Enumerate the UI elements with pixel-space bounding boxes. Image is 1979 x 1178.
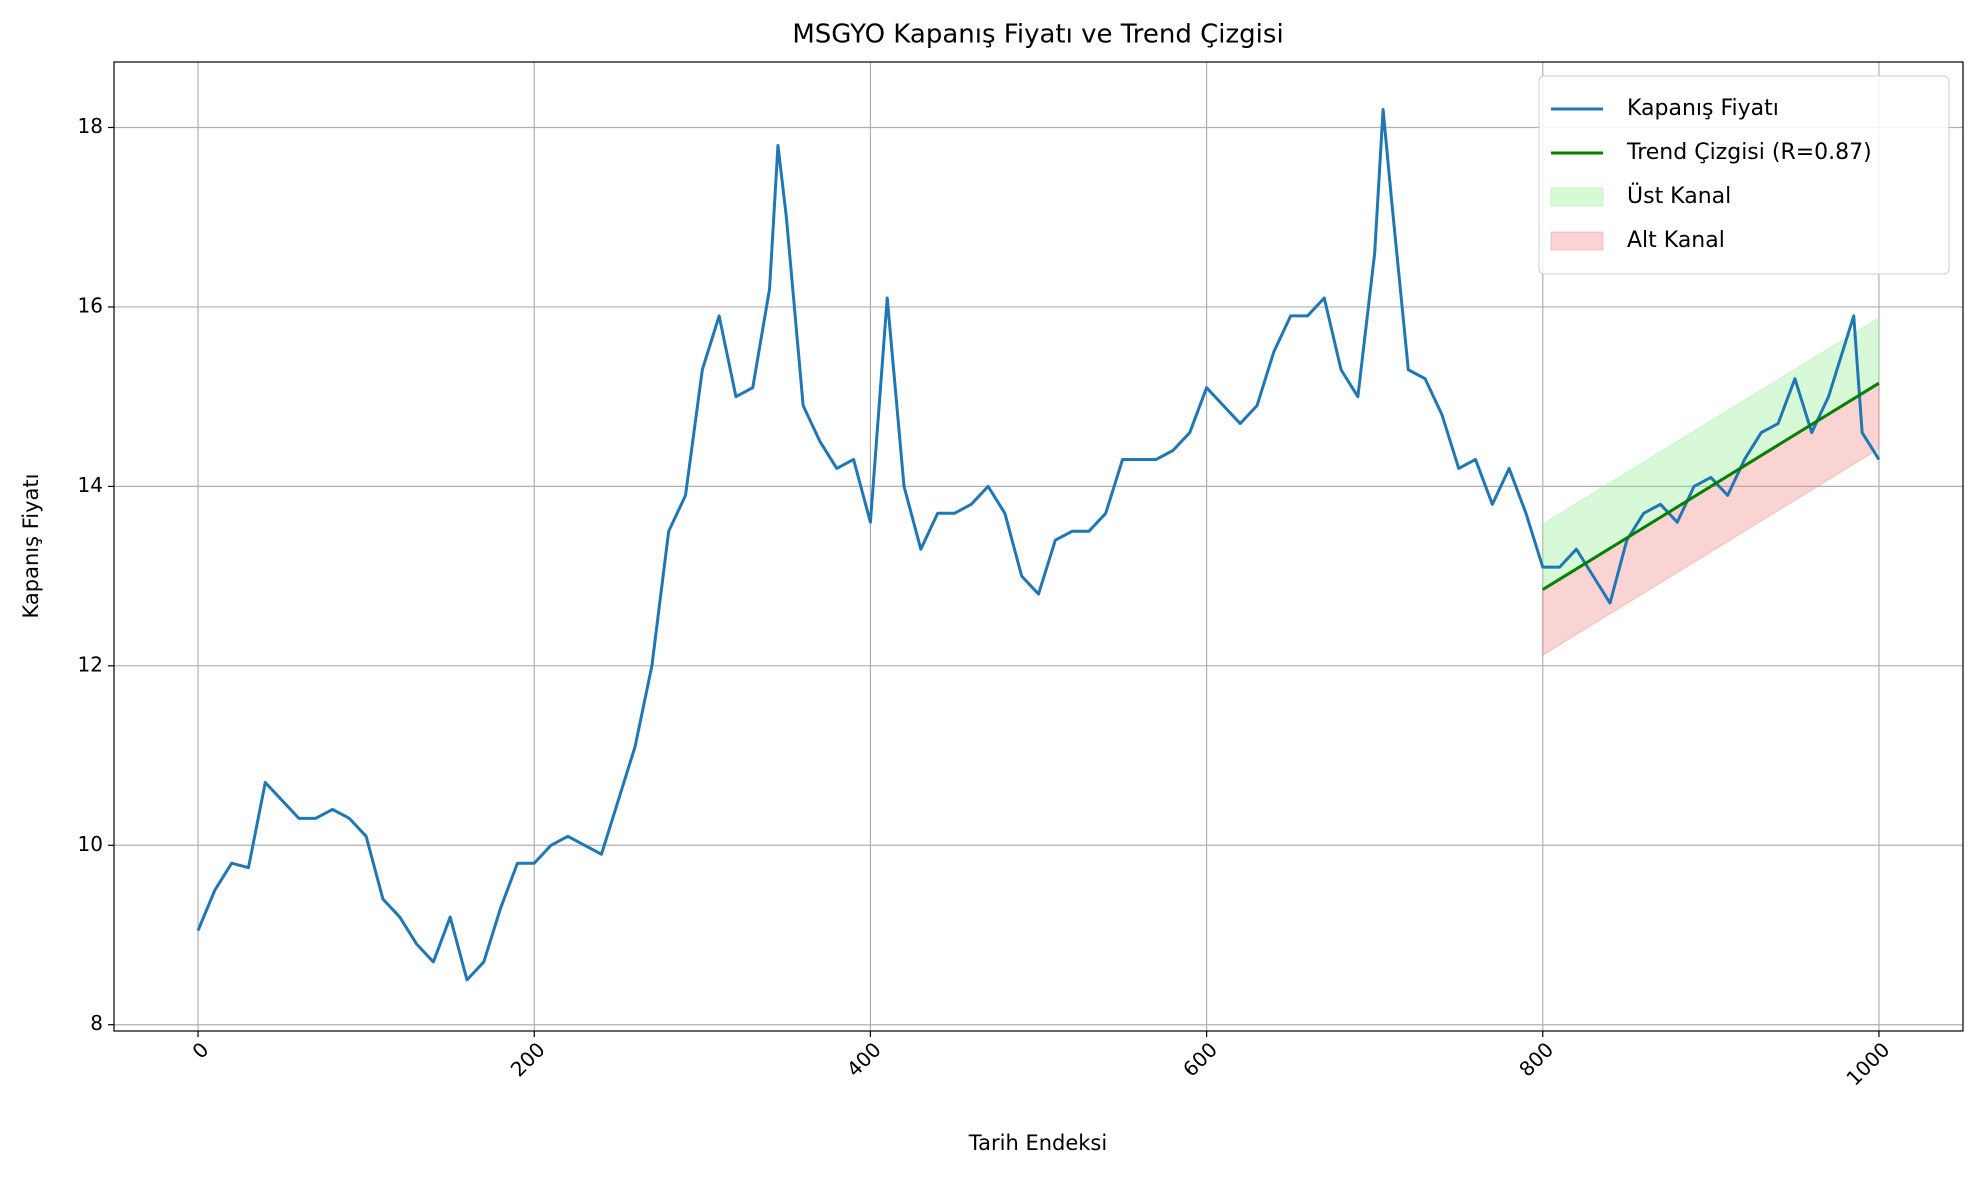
x-tick-label: 0: [187, 1037, 213, 1063]
legend-label: Trend Çizgisi (R=0.87): [1626, 140, 1872, 165]
x-tick-label: 600: [1178, 1037, 1222, 1081]
legend-label: Üst Kanal: [1627, 183, 1731, 209]
x-axis-label: Tarih Endeksi: [968, 1131, 1107, 1155]
series-line: [196, 108, 1881, 982]
y-tick-label: 10: [78, 832, 103, 856]
legend-swatch: [1550, 231, 1604, 251]
y-axis-label: Kapanış Fiyatı: [19, 474, 43, 619]
x-tick-label: 400: [842, 1037, 886, 1081]
series-line: [1541, 381, 1880, 591]
x-tick-label: 1000: [1841, 1037, 1894, 1090]
legend: Kapanış Fiyatı Trend Çizgisi (R=0.87) Üst …: [1538, 75, 1950, 275]
y-tick-label: 12: [78, 652, 103, 676]
y-tick-label: 18: [78, 114, 103, 138]
legend-swatch: [1550, 187, 1604, 207]
x-tick-label: 800: [1514, 1037, 1558, 1081]
y-tick-label: 8: [90, 1011, 103, 1035]
x-tick-label: 200: [506, 1037, 550, 1081]
legend-label: Kapanış Fiyatı: [1627, 96, 1779, 121]
chart-title: MSGYO Kapanış Fiyatı ve Trend Çizgisi: [792, 20, 1283, 50]
y-tick-label: 16: [78, 293, 103, 317]
y-tick-label: 14: [78, 473, 103, 497]
legend-box: [1538, 75, 1950, 275]
plot-frame: [113, 61, 1964, 1032]
legend-label: Alt Kanal: [1627, 228, 1725, 253]
